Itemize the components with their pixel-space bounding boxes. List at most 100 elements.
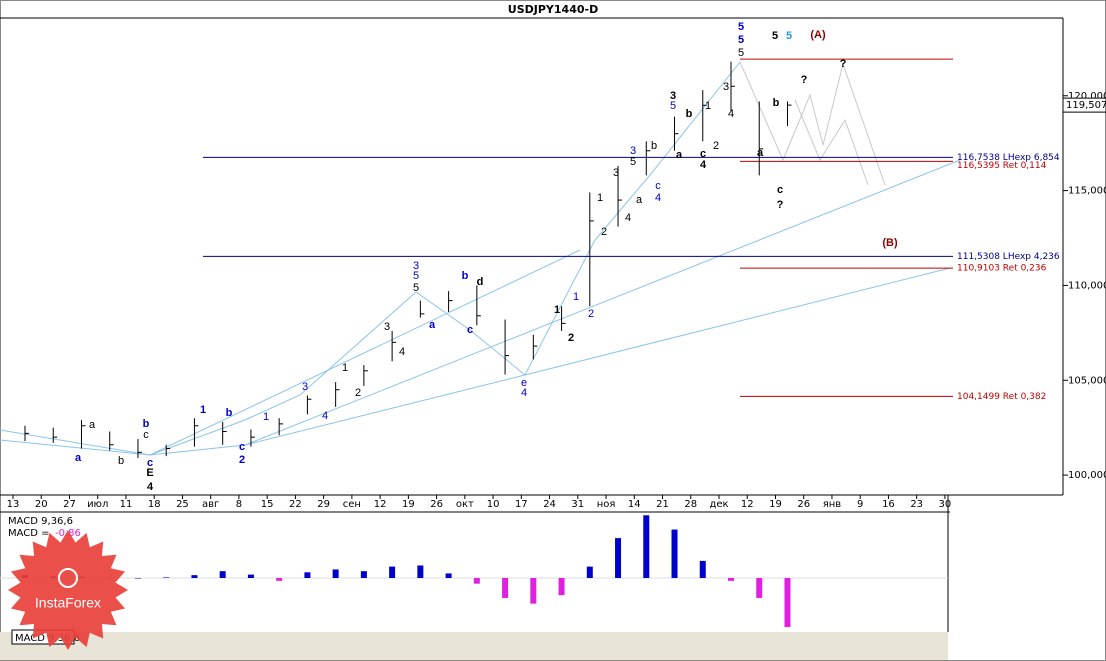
wave-label: 3	[613, 167, 619, 179]
y-tick-label: 115,000	[1068, 186, 1106, 197]
wave-label: c	[147, 457, 153, 469]
macd-bar	[304, 572, 311, 578]
wave-label: 1	[342, 362, 348, 374]
macd-bar	[417, 565, 424, 578]
macd-bar	[643, 515, 650, 578]
x-tick-label: 18	[148, 499, 161, 510]
x-tick-label: 22	[289, 499, 302, 510]
wave-label: 2	[601, 226, 607, 238]
x-tick-label: 15	[261, 499, 274, 510]
macd-bar	[615, 538, 622, 578]
x-tick-label: 11	[120, 499, 133, 510]
wave-label: 1	[573, 291, 579, 303]
wave-label: 5	[772, 30, 778, 42]
macd-tab-label: MACD 9,36,6	[15, 633, 80, 644]
macd-bar	[163, 577, 170, 578]
macd-bar	[671, 529, 678, 578]
wave-label: a	[429, 319, 436, 331]
level-label: 104,1499 Ret 0,382	[957, 392, 1046, 402]
x-tick-label: 16	[882, 499, 895, 510]
x-tick-label: 19	[402, 499, 415, 510]
x-tick-label: 26	[430, 499, 443, 510]
x-tick-label: 19	[769, 499, 782, 510]
x-tick-label: 21	[656, 499, 669, 510]
wave-label: a	[757, 147, 764, 159]
x-tick-label: ноя	[597, 499, 616, 510]
wave-label: 5	[413, 282, 419, 294]
wave-label: b	[462, 270, 469, 282]
macd-label: MACD 9,36,6	[8, 516, 73, 527]
wave-label: 5	[738, 21, 744, 33]
wave-label: c	[655, 180, 661, 192]
logo-icon	[58, 568, 78, 588]
y-tick-label: 120,000	[1068, 91, 1106, 102]
x-tick-label: 9	[857, 499, 863, 510]
wave-label: b	[651, 140, 657, 152]
x-tick-label: июл	[87, 499, 108, 510]
wave-label: 1	[705, 100, 711, 112]
x-tick-label: 13	[7, 499, 20, 510]
wave-label: 5	[670, 100, 676, 112]
wave-label: 5	[738, 47, 744, 59]
wave-label: d	[477, 276, 484, 288]
wave-label: b	[143, 418, 150, 430]
y-tick-label: 100,000	[1068, 470, 1106, 481]
x-tick-label: 29	[317, 499, 330, 510]
macd-bar	[134, 578, 141, 579]
projection-line	[739, 61, 886, 186]
x-tick-label: 10	[487, 499, 500, 510]
x-tick-label: сен	[343, 499, 361, 510]
x-tick-label: 20	[35, 499, 48, 510]
x-tick-label: дек	[709, 499, 728, 510]
level-label: 111,5308 LHexp 4,236	[957, 252, 1060, 262]
level-label: 116,5395 Ret 0,114	[957, 161, 1047, 171]
macd-bar	[247, 574, 254, 578]
wave-label: 4	[655, 192, 661, 204]
wave-label: 1	[597, 192, 603, 204]
tab-bar	[0, 632, 948, 660]
macd-bar	[360, 571, 367, 578]
macd-bar	[558, 578, 565, 596]
wave-label: 3	[413, 260, 419, 272]
macd-value-prefix: MACD =	[8, 528, 50, 539]
macd-bar	[191, 575, 198, 578]
wave-label: 4	[728, 108, 734, 120]
x-tick-label: янв	[823, 499, 842, 510]
wave-label: b	[773, 97, 780, 109]
wave-label: 3	[384, 321, 390, 333]
wave-label: b	[226, 407, 233, 419]
wave-label: 2	[568, 332, 574, 344]
wave-label: 2	[239, 454, 245, 466]
projection-line	[794, 99, 869, 186]
wave-label: E	[146, 467, 153, 479]
x-tick-label: 23	[910, 499, 923, 510]
wave-label: 2	[355, 387, 361, 399]
logo-badge	[8, 530, 128, 650]
wave-label: 3	[670, 90, 676, 102]
y-tick-label: 110,000	[1068, 280, 1106, 291]
wave-label: c	[700, 148, 706, 160]
y-tick-label: 105,000	[1068, 375, 1106, 386]
macd-bar	[699, 560, 706, 578]
wave-label: a	[89, 419, 96, 431]
wave-label: 4	[700, 159, 707, 171]
macd-bar	[445, 573, 452, 578]
wave-label: 1	[554, 304, 560, 316]
x-tick-label: авг	[202, 499, 219, 510]
wave-label: 5	[786, 30, 792, 42]
level-label: 110,9103 Ret 0,236	[957, 264, 1047, 274]
wave-label: c	[467, 324, 473, 336]
wave-label: (B)	[882, 237, 898, 249]
wave-label: 1	[263, 411, 269, 423]
x-tick-label: 26	[797, 499, 810, 510]
wave-label: a	[75, 452, 82, 464]
macd-bar	[756, 578, 763, 598]
x-tick-label: 12	[374, 499, 387, 510]
x-tick-label: 30	[939, 499, 952, 510]
wave-label: 4	[521, 387, 527, 399]
current-price-label: 119,507	[1066, 100, 1106, 111]
current-price-box	[1062, 97, 1106, 113]
wave-path	[149, 61, 741, 456]
wave-label: 3	[723, 81, 729, 93]
